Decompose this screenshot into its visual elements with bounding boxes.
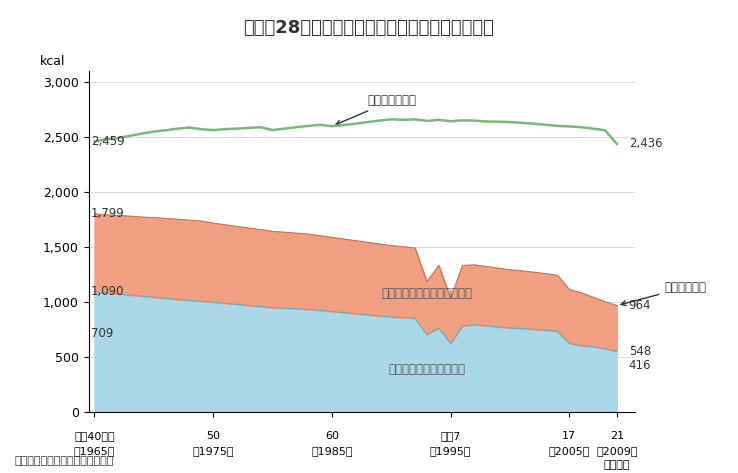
Text: （1965）: （1965） <box>74 446 115 455</box>
Text: 国内総供給熱量: 国内総供給熱量 <box>336 94 416 125</box>
Text: 国産供給熱量のうち、米: 国産供給熱量のうち、米 <box>388 363 466 376</box>
Text: 964: 964 <box>629 299 651 312</box>
Text: （1985）: （1985） <box>311 446 353 455</box>
Text: （1975）: （1975） <box>193 446 234 455</box>
Text: 図１－28　国内総供給熱量と国産供給熱量の推移: 図１－28 国内総供給熱量と国産供給熱量の推移 <box>244 19 494 37</box>
Text: （概算）: （概算） <box>604 460 630 470</box>
Text: 60: 60 <box>325 431 339 441</box>
Text: 国産供給熱量: 国産供給熱量 <box>621 281 706 306</box>
Text: 17: 17 <box>562 431 576 441</box>
Text: 昭和40年度: 昭和40年度 <box>75 431 115 441</box>
Text: （2005）: （2005） <box>548 446 590 455</box>
Text: 平成7: 平成7 <box>441 431 461 441</box>
Text: （2009）: （2009） <box>596 446 638 455</box>
Text: 50: 50 <box>206 431 220 441</box>
Text: kcal: kcal <box>39 54 65 68</box>
Text: 2,436: 2,436 <box>629 137 663 150</box>
Text: 2,459: 2,459 <box>91 135 125 148</box>
Text: 709: 709 <box>91 327 114 340</box>
Text: 1,090: 1,090 <box>91 285 125 298</box>
Text: 1,799: 1,799 <box>91 207 125 220</box>
Text: 21: 21 <box>610 431 624 441</box>
Text: （1995）: （1995） <box>430 446 472 455</box>
Text: 416: 416 <box>629 359 651 372</box>
Text: 国産供給熱量のうち、米以外: 国産供給熱量のうち、米以外 <box>382 288 472 300</box>
Text: 548: 548 <box>629 345 651 358</box>
Text: 資料：農林水産省「食料需給表」: 資料：農林水産省「食料需給表」 <box>15 455 114 465</box>
